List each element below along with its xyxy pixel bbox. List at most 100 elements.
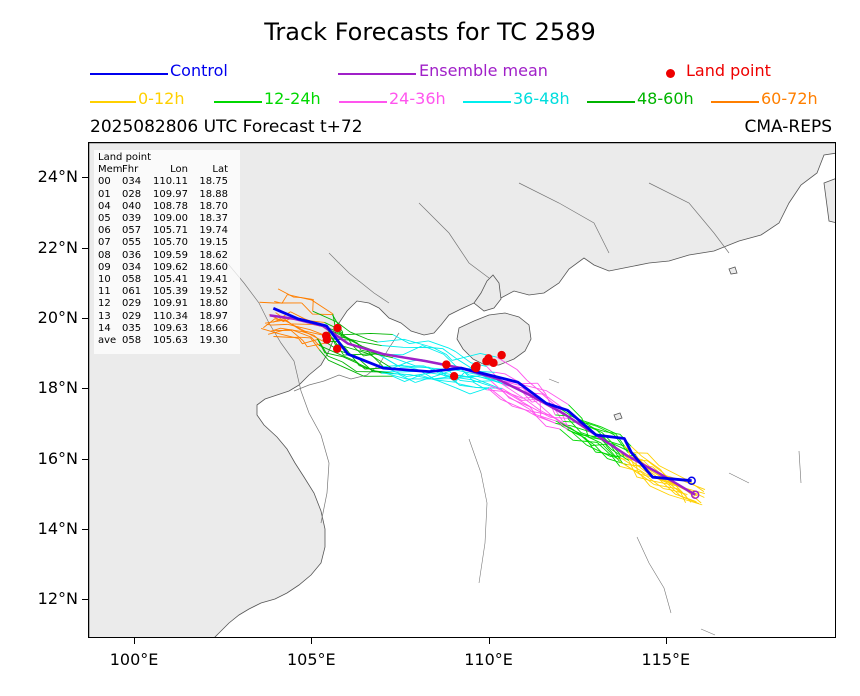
- ensemble-track-segment: [594, 444, 627, 465]
- y-tick-mark: [82, 528, 88, 530]
- legend-60-72h-line: [711, 101, 759, 103]
- model-name-label: CMA-REPS: [744, 117, 832, 137]
- land-table-cell: 18.88: [199, 188, 228, 200]
- y-tick-label: 20°N: [37, 307, 78, 327]
- land-table-cell: 19.74: [199, 225, 228, 237]
- land-table-cell: 18.62: [199, 249, 228, 261]
- ensemble-track-segment: [435, 371, 465, 383]
- land-point-table: Land point Mem Fhr Lon Lat 00 034 110.11 18…: [94, 150, 240, 354]
- y-tick-mark: [82, 247, 88, 249]
- y-tick-label: 18°N: [37, 378, 78, 398]
- ensemble-track-segment: [663, 488, 688, 496]
- land-point-marker: [449, 372, 459, 381]
- legend-landpoint-label: Land point: [686, 61, 771, 80]
- ocean-features: [468, 378, 802, 636]
- ensemble-track-segment: [539, 396, 556, 424]
- legend-0-12h-label: 0-12h: [138, 89, 185, 108]
- ensemble-track-segment: [459, 374, 502, 390]
- ensemble-track-segment: [381, 372, 436, 381]
- legend-control-label: Control: [170, 61, 228, 80]
- ensemble-track-segment: [436, 376, 466, 380]
- ensemble-track-segment: [649, 485, 703, 506]
- ensemble-track-segment: [596, 425, 629, 453]
- land-table-cell: 19.41: [199, 274, 228, 286]
- ensemble-track-segment: [392, 357, 425, 367]
- land-point-marker: [497, 350, 506, 360]
- land-table-cell: 13: [98, 310, 111, 322]
- x-tick-label: 105°E: [287, 650, 336, 669]
- ensemble-track-segment: [349, 331, 378, 343]
- ensemble-track-segment: [422, 345, 457, 367]
- land-table-cell: 09: [98, 261, 111, 273]
- land-table-cell: 057: [122, 225, 142, 237]
- land-table-header: Mem Fhr Lon Lat: [94, 164, 240, 176]
- land-table-row: 12 029 109.91 18.80: [94, 298, 240, 310]
- ensemble-track-segment: [287, 294, 334, 315]
- land-table-title: Land point: [94, 150, 240, 164]
- ensemble-track-segment: [318, 344, 357, 362]
- ensemble-track-segment: [392, 334, 429, 344]
- y-tick-label: 22°N: [37, 237, 78, 257]
- land-table-cell: 105.41: [153, 274, 188, 286]
- land-table-header-fhr: Fhr: [122, 164, 139, 176]
- land-table-cell: 12: [98, 298, 111, 310]
- land-mass: [89, 143, 835, 637]
- control-track: [272, 307, 696, 485]
- land-table-cell: 14: [98, 322, 111, 334]
- ensemble-track-segment: [501, 383, 541, 411]
- y-tick-label: 16°N: [37, 448, 78, 468]
- land-table-cell: 105.63: [153, 335, 188, 347]
- ensemble-track-segment: [341, 332, 393, 336]
- land-table-cell: 109.63: [153, 322, 188, 334]
- y-tick-mark: [82, 458, 88, 460]
- control-line-start-marker: [687, 476, 696, 485]
- land-table-cell: 108.78: [153, 200, 188, 212]
- control-line: [272, 307, 692, 483]
- land-table-cell: 109.91: [153, 298, 188, 310]
- forecast-time-label: 2025082806 UTC Forecast t+72: [90, 117, 363, 137]
- x-tick-label: 115°E: [641, 650, 691, 669]
- ensemble-track-segment: [301, 336, 320, 350]
- ensemble-track-segment: [620, 457, 670, 484]
- land-point-marker: [472, 361, 481, 371]
- ensemble-track-segment: [342, 361, 381, 373]
- map-canvas: [89, 143, 835, 637]
- ensemble-track-segment: [486, 389, 530, 407]
- x-tick-label: 100°E: [109, 650, 159, 669]
- ensemble-track-segment: [665, 482, 700, 504]
- ensemble-track-segment: [428, 340, 456, 352]
- land-table-cell: 105.70: [153, 237, 188, 249]
- legend-60-72h-label: 60-72h: [761, 89, 818, 108]
- land-table-cell: 055: [122, 237, 142, 249]
- land-table-cell: 058: [122, 335, 142, 347]
- land-table-cell: 028: [122, 188, 142, 200]
- ensemble-track-segment: [595, 451, 621, 458]
- ensemble-track-segment: [496, 356, 528, 381]
- land-table-cell: 06: [98, 225, 111, 237]
- ensemble-track-segment: [300, 329, 324, 342]
- ensemble-track-segment: [340, 336, 382, 346]
- chart-title: Track Forecasts for TC 2589: [264, 18, 596, 46]
- land-point-marker: [333, 323, 342, 333]
- ensemble-track-segment: [522, 391, 556, 407]
- ensemble-track-segment: [431, 347, 458, 360]
- ensemble-track-segment: [539, 409, 568, 431]
- ensemble-track-segment: [316, 337, 344, 358]
- ensemble-track-segment: [377, 338, 433, 348]
- ensemble-track-segment: [432, 346, 453, 361]
- ensemble-track-segment: [264, 319, 302, 331]
- ensemble-track-segment: [261, 328, 299, 339]
- land-table-cell: 061: [122, 286, 142, 298]
- land-table-header-lon: Lon: [170, 164, 188, 176]
- ensemble-track-segment: [628, 460, 652, 482]
- x-tick-mark: [488, 638, 490, 644]
- land-table-row: 00 034 110.11 18.75: [94, 176, 240, 188]
- land-table-row: 07 055 105.70 19.15: [94, 237, 240, 249]
- y-tick-mark: [82, 317, 88, 319]
- legend-24-36h-line: [339, 101, 387, 103]
- land-point-marker: [442, 360, 451, 369]
- land-table-row: 01 028 109.97 18.88: [94, 189, 240, 201]
- x-tick-mark: [311, 638, 313, 644]
- ensemble-track-segment: [596, 442, 621, 467]
- legend-48-60h-line: [587, 101, 635, 103]
